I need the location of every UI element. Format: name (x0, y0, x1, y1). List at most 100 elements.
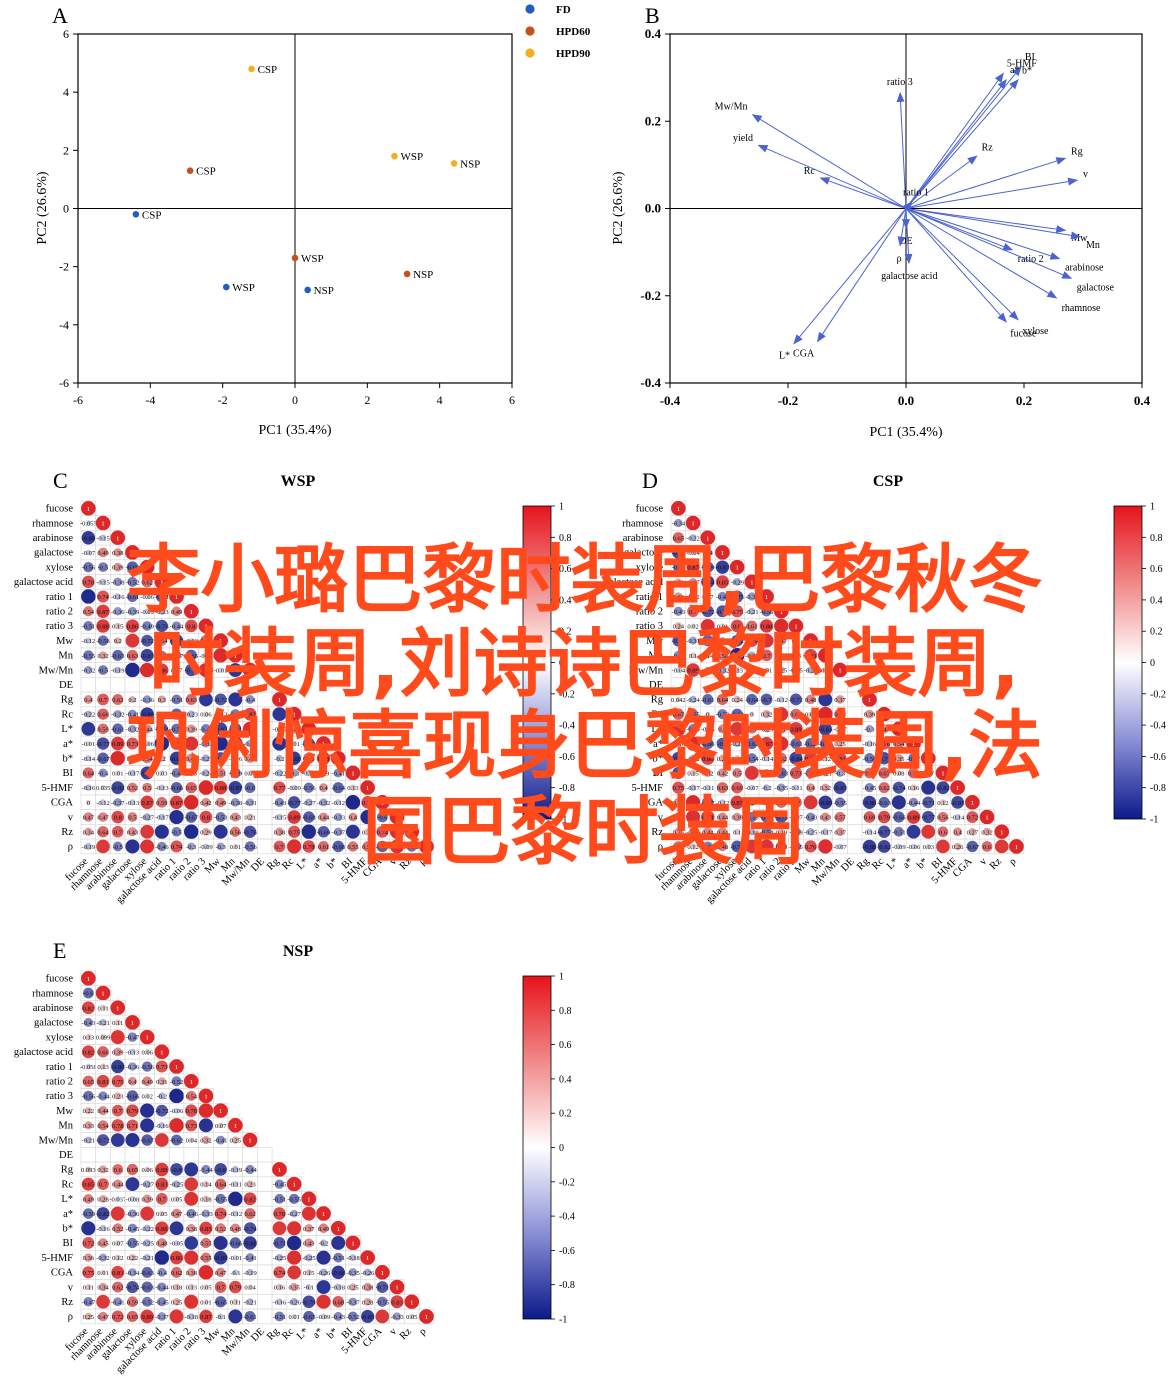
correlation-circle (158, 607, 166, 615)
y-tick-label: -0.4 (640, 375, 661, 390)
correlation-value: 1 (248, 1138, 251, 1145)
heatmap-col-label: L* (295, 1326, 311, 1342)
correlation-circle (202, 754, 210, 763)
correlation-circle (183, 795, 199, 810)
x-tick-label: 0 (292, 393, 298, 407)
correlation-value: -0.71 (376, 1285, 390, 1292)
correlation-circle (125, 633, 140, 648)
score-point-label: CSP (142, 209, 162, 221)
correlation-value: -0.06 (140, 594, 154, 601)
correlation-value: 0.73 (186, 1123, 197, 1130)
correlation-circle (158, 784, 165, 791)
correlation-value: 0.74 (274, 1270, 286, 1277)
correlation-value: 0.49 (318, 1226, 329, 1233)
correlation-value: 0.093 (81, 1167, 96, 1174)
correlation-circle (157, 650, 167, 661)
correlation-value: 0.65 (83, 1079, 94, 1086)
correlation-circle (287, 1221, 302, 1236)
correlation-circle (389, 809, 405, 825)
score-point-label: WSP (400, 151, 423, 163)
panel-a-pca-scores: A -6 -4 -2 0 2 4 6 6 4 2 0 -2 -4 -6 CSP WSP NSP CSP WSP NS… (35, 3, 591, 438)
correlation-circle (214, 752, 227, 765)
correlation-circle (242, 721, 258, 737)
correlation-circle (375, 1309, 390, 1324)
correlation-value: -0.67 (96, 756, 110, 763)
correlation-circle (159, 770, 165, 776)
correlation-value: 1 (175, 594, 178, 601)
panel-letter-b: B (645, 3, 660, 28)
correlation-circle (185, 649, 197, 662)
correlation-value: -0.25 (302, 1255, 316, 1262)
correlation-circle (99, 651, 108, 660)
correlation-circle (291, 741, 297, 747)
loading-arrow (905, 208, 1082, 240)
heatmap-row-label: Mn (58, 1121, 73, 1132)
correlation-circle (228, 692, 243, 707)
correlation-value: -0.17 (126, 770, 140, 777)
correlation-value: -0.34 (672, 521, 686, 528)
correlation-circle (110, 1206, 125, 1221)
correlation-circle (303, 752, 315, 764)
correlation-circle (140, 766, 154, 780)
heatmap-row-label: xylose (46, 562, 74, 573)
correlation-circle (231, 798, 240, 807)
correlation-value: 0.88 (318, 756, 329, 763)
correlation-value: 1 (278, 1167, 281, 1174)
correlation-circle (272, 692, 287, 707)
loading-label: ρ (897, 254, 902, 265)
y-tick-label: 0.2 (645, 113, 661, 128)
correlation-circle (228, 1309, 243, 1324)
correlation-circle (125, 619, 140, 633)
correlation-value: -0.38 (111, 579, 125, 586)
correlation-value: -0.27 (287, 1211, 301, 1218)
correlation-value: 1 (395, 815, 398, 822)
correlation-value: 0.62 (112, 1285, 123, 1292)
correlation-value: 0.25 (347, 1285, 358, 1292)
correlation-value: -0.21 (96, 1020, 110, 1027)
correlation-value: -0.49 (170, 770, 184, 777)
heatmap-cell (95, 1147, 111, 1163)
correlation-value: 0.52 (215, 1226, 226, 1233)
correlation-value: -0.12 (96, 800, 110, 807)
correlation-circle (345, 795, 361, 810)
correlation-value: 0.55 (200, 1255, 211, 1262)
y-tick-label: 0.4 (645, 26, 662, 41)
overlay-text-line-2: 时装周,刘诗诗巴黎时装周, (149, 621, 1020, 707)
correlation-circle (97, 693, 109, 706)
loading-arrow (905, 155, 978, 209)
correlation-value: 0.13 (186, 1285, 197, 1292)
correlation-circle (171, 621, 182, 631)
correlation-circle (113, 710, 122, 719)
heatmap-cell (257, 1205, 273, 1222)
correlation-circle (198, 618, 214, 634)
correlation-value: -0.15 (96, 535, 110, 542)
correlation-value: -0.36 (126, 1064, 140, 1071)
correlation-value: 0.2 (158, 756, 166, 763)
correlation-value: -0.32 (199, 741, 213, 748)
correlation-value: -0.72 (155, 594, 169, 601)
correlation-value: 0.65 (186, 785, 197, 792)
correlation-circle (158, 813, 166, 821)
heatmap-row-label: arabinose (33, 533, 74, 544)
correlation-circle (184, 619, 198, 633)
correlation-value: 0.38 (186, 1226, 197, 1233)
correlation-circle (140, 795, 154, 810)
correlation-value: 0.73 (127, 741, 138, 748)
correlation-value: 1 (116, 1005, 119, 1012)
correlation-circle (361, 796, 374, 809)
heatmap-title-nsp: NSP (283, 943, 313, 960)
correlation-value: -0.83 (140, 653, 154, 660)
correlation-value: -0.53 (214, 815, 228, 822)
heatmap-cell (257, 1250, 273, 1266)
correlation-circle (173, 666, 180, 674)
correlation-value: 1 (410, 1299, 413, 1306)
correlation-value: 0.59 (127, 1299, 138, 1306)
correlation-circle (113, 577, 123, 587)
loading-label: ratio 2 (1018, 254, 1044, 265)
correlation-circle (115, 770, 121, 776)
heatmap-cell (257, 1220, 273, 1236)
correlation-value: 0 (87, 800, 90, 807)
y-tick-label: -2 (59, 260, 69, 274)
correlation-value: 0.43 (303, 1240, 314, 1247)
correlation-circle (154, 824, 169, 839)
